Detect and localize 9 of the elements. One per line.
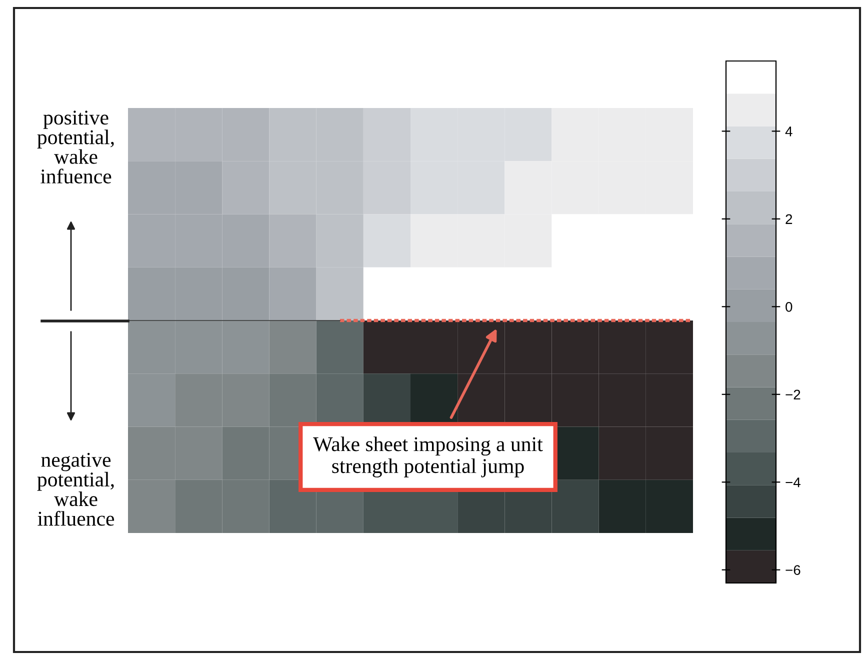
color-bar-label: −4	[786, 478, 800, 488]
color-bar-label: −6	[786, 565, 800, 576]
text: negative potential, wake influence	[37, 452, 114, 526]
color-bar-label: 2	[786, 214, 792, 224]
color-bar-label: 4	[785, 126, 792, 136]
color-bar-label: 0	[786, 302, 792, 312]
color-bar-label: −2	[786, 390, 800, 400]
annotation: Wake sheet imposing a unit strength potential jump	[313, 436, 543, 478]
text: positive potential, wake infuence	[37, 110, 114, 184]
